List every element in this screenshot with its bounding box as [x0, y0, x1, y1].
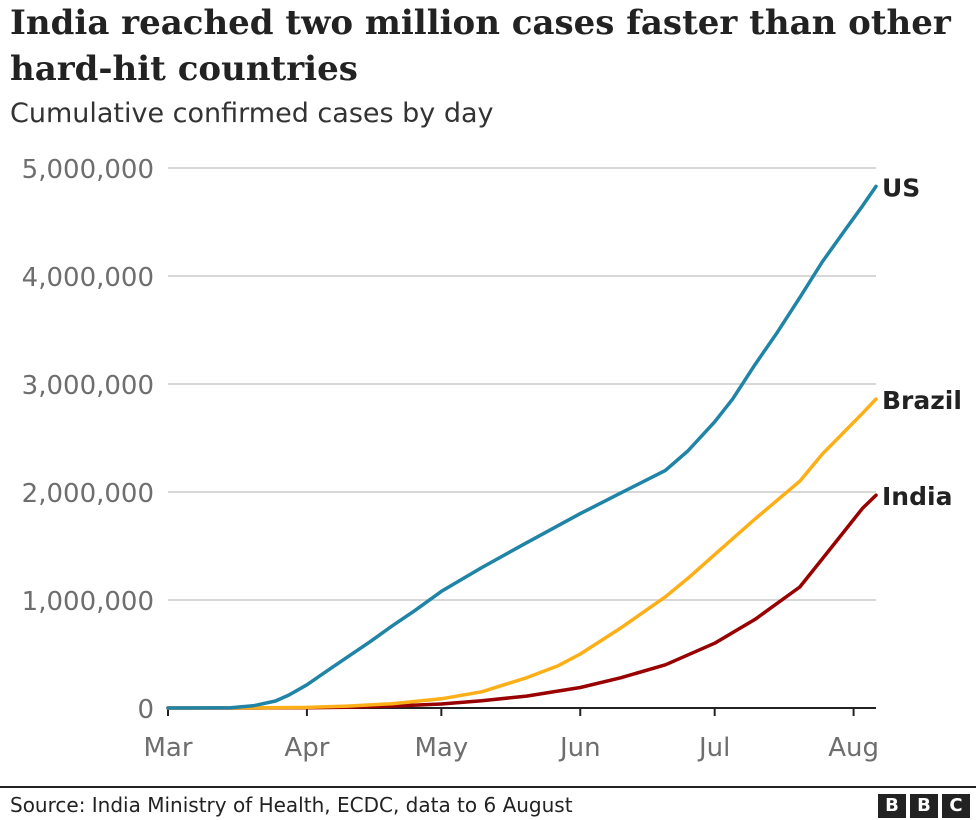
series-line-brazil: [166, 397, 878, 710]
y-tick-label: 3,000,000: [22, 371, 154, 401]
line-chart: 0 1,000,000 2,000,000 3,000,000 4,000,000 5,0…: [22, 155, 962, 763]
y-tick-label: 5,000,000: [22, 155, 154, 185]
source-note: Source: India Ministry of Health, ECDC, …: [10, 793, 573, 817]
x-tick-label: Mar: [143, 733, 192, 763]
y-tick-label: 1,000,000: [22, 587, 154, 617]
series-line-us: [166, 184, 878, 710]
series-label-us: US: [882, 173, 920, 202]
series-line-india: [166, 493, 878, 710]
series-label-brazil: Brazil: [882, 386, 962, 415]
logo-letter: C: [942, 794, 970, 818]
x-tick-label: Jun: [558, 733, 601, 763]
footer-divider: [0, 786, 976, 788]
bbc-logo: B B C: [878, 794, 970, 818]
x-tick-label: Apr: [284, 733, 329, 763]
logo-letter: B: [910, 794, 938, 818]
x-tick-label: Jul: [697, 733, 730, 763]
x-tick-label: May: [414, 733, 468, 763]
y-tick-label: 0: [137, 695, 154, 725]
x-tick-label: Aug: [828, 733, 879, 763]
chart-title: India reached two million cases faster t…: [10, 3, 951, 89]
y-tick-label: 4,000,000: [22, 263, 154, 293]
logo-letter: B: [878, 794, 906, 818]
series-label-india: India: [882, 482, 952, 511]
chart-subtitle: Cumulative confirmed cases by day: [10, 98, 494, 129]
y-tick-label: 2,000,000: [22, 479, 154, 509]
